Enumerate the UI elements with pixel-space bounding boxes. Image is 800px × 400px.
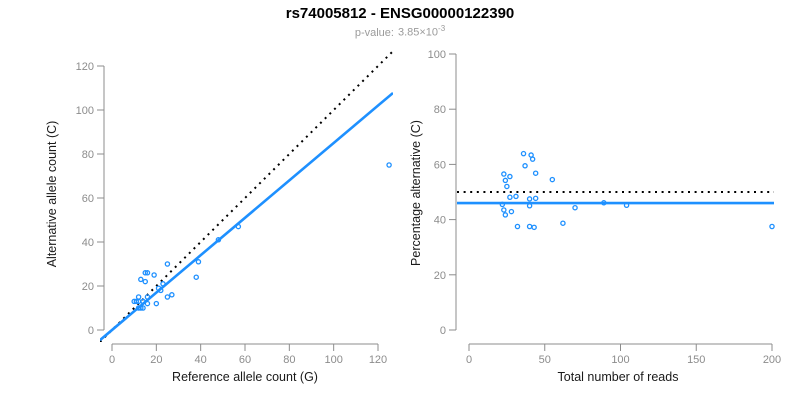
data-point — [144, 294, 151, 300]
left-scatter-panel: 0 20 40 60 80 100 120 0 20 40 60 80 100 120 Reference … — [45, 50, 393, 384]
y-tick-label: 20 — [434, 270, 446, 282]
axes: 0 20 40 60 80 100 120 0 20 40 60 80 100 120 — [76, 61, 388, 366]
data-point — [532, 170, 539, 176]
x-tick-label: 0 — [109, 354, 115, 366]
data-point — [153, 300, 160, 307]
y-tick-label: 20 — [82, 281, 94, 293]
data-point — [623, 202, 630, 208]
y-tick-label: 0 — [88, 325, 94, 337]
y-axis-title: Percentage alternative (C) — [409, 120, 423, 266]
pvalue-mantissa: 3.85×10 — [397, 26, 439, 39]
data-point — [522, 163, 528, 169]
data-point — [140, 298, 146, 305]
data-point — [386, 162, 392, 168]
panel-plot-area — [100, 50, 393, 342]
data-point — [164, 294, 171, 300]
x-tick-label: 100 — [324, 354, 342, 366]
pvalue-label: p-value: — [354, 26, 394, 39]
data-point — [160, 281, 166, 287]
x-tick-label: 120 — [369, 354, 387, 366]
x-tick-label: 0 — [466, 354, 472, 366]
right-scatter-panel: 0 20 40 60 80 100 0 50 100 150 200 Total number of … — [409, 49, 781, 384]
y-tick-label: 60 — [82, 193, 94, 205]
x-tick-label: 20 — [150, 354, 162, 366]
data-point — [144, 270, 151, 276]
y-axis-title: Alternative allele count (C) — [45, 121, 59, 268]
data-point — [549, 176, 556, 183]
x-tick-label: 40 — [195, 354, 207, 366]
data-point — [526, 196, 533, 202]
y-tick-label: 100 — [76, 105, 94, 117]
data-point — [193, 274, 199, 280]
x-axis-title: Total number of reads — [558, 370, 679, 384]
data-point — [531, 224, 537, 231]
data-point — [508, 208, 515, 215]
data-point — [215, 237, 222, 243]
x-axis-title: Reference allele count (G) — [172, 370, 318, 384]
plot-title: rs74005812 - ENSG00000122390 — [285, 5, 515, 22]
data-point — [158, 287, 164, 294]
data-point — [502, 212, 509, 218]
data-point — [514, 223, 521, 230]
data-point — [144, 300, 151, 307]
data-point — [507, 173, 513, 180]
data-point — [513, 193, 519, 200]
y-tick-label: 120 — [76, 61, 94, 73]
data-point — [520, 150, 527, 157]
data-point — [164, 261, 171, 267]
data-point — [195, 259, 202, 265]
data-point — [504, 183, 510, 190]
y-tick-label: 80 — [82, 149, 94, 161]
y-tick-label: 60 — [434, 159, 446, 171]
data-point — [169, 292, 175, 298]
data-point — [235, 223, 242, 230]
data-point — [501, 171, 507, 177]
data-point — [133, 298, 140, 305]
data-point — [601, 200, 607, 206]
data-points — [131, 162, 392, 311]
data-point — [502, 177, 509, 184]
data-point — [507, 194, 513, 200]
y-tick-label: 80 — [434, 104, 446, 116]
data-point — [560, 220, 566, 226]
x-tick-label: 50 — [539, 354, 551, 366]
identity-line — [100, 50, 393, 342]
data-point — [142, 278, 149, 285]
y-tick-label: 0 — [440, 325, 446, 337]
axes: 0 20 40 60 80 100 0 50 100 150 200 — [428, 49, 782, 366]
x-tick-label: 80 — [283, 354, 295, 366]
data-point — [501, 207, 507, 213]
x-tick-label: 100 — [611, 354, 629, 366]
y-tick-label: 100 — [428, 49, 446, 61]
x-tick-label: 150 — [687, 354, 705, 366]
data-point — [138, 305, 144, 311]
x-tick-label: 60 — [239, 354, 251, 366]
data-point — [572, 204, 578, 211]
data-point — [529, 156, 536, 162]
x-tick-label: 200 — [763, 354, 781, 366]
y-tick-label: 40 — [434, 215, 446, 227]
pvalue-exponent: -3 — [438, 24, 446, 33]
data-point — [142, 270, 149, 276]
data-point — [526, 203, 533, 209]
data-point — [138, 276, 144, 283]
plot-subtitle: p-value: 3.85×10-3 — [0, 24, 800, 39]
y-tick-label: 40 — [82, 237, 94, 249]
data-point — [532, 195, 539, 202]
data-points — [499, 150, 775, 231]
data-point — [769, 223, 775, 230]
data-point — [135, 294, 142, 300]
data-point — [499, 201, 506, 208]
data-point — [526, 223, 533, 230]
data-point — [151, 272, 157, 278]
panel-plot-area — [457, 150, 775, 231]
data-point — [140, 305, 146, 311]
